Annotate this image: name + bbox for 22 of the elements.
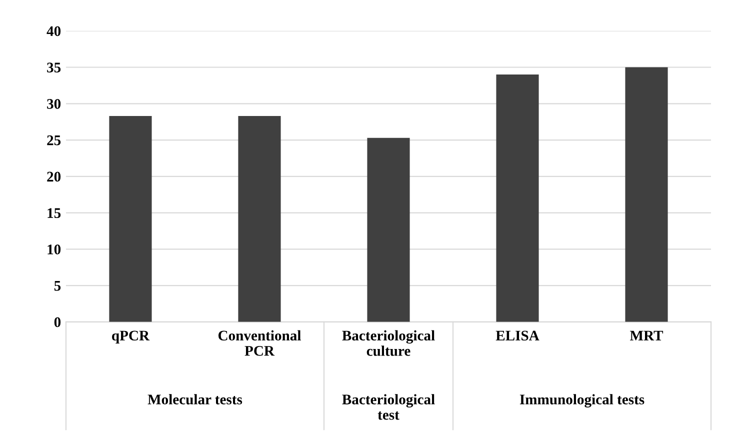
y-tick-label: 10: [48, 244, 61, 254]
y-tick-label: 35: [47, 62, 61, 72]
text: Bacteriological test: [342, 394, 435, 420]
y-tick-label: 30: [47, 98, 61, 109]
text: Molecular tests: [148, 394, 242, 404]
y-tick-label: 0: [54, 317, 61, 328]
text: Immunological tests: [520, 394, 644, 408]
x-tick-label: qPCR: [112, 330, 150, 344]
bar: [625, 67, 668, 322]
bar: [109, 116, 152, 322]
x-tick-label: Conventional PCR: [218, 330, 301, 356]
bar: [496, 74, 539, 322]
y-tick-label: 25: [47, 135, 61, 146]
y-tick-label: 40: [46, 26, 61, 36]
bar: [367, 138, 410, 322]
x-tick-label: MRT: [630, 330, 664, 340]
y-tick-label: 5: [54, 281, 61, 291]
y-tick-label: 15: [48, 208, 61, 218]
x-tick-label: Bacteriological culture: [342, 330, 435, 356]
x-tick-label: ELISA: [496, 330, 540, 341]
y-tick-label: 20: [47, 172, 61, 182]
bar: [238, 116, 281, 322]
